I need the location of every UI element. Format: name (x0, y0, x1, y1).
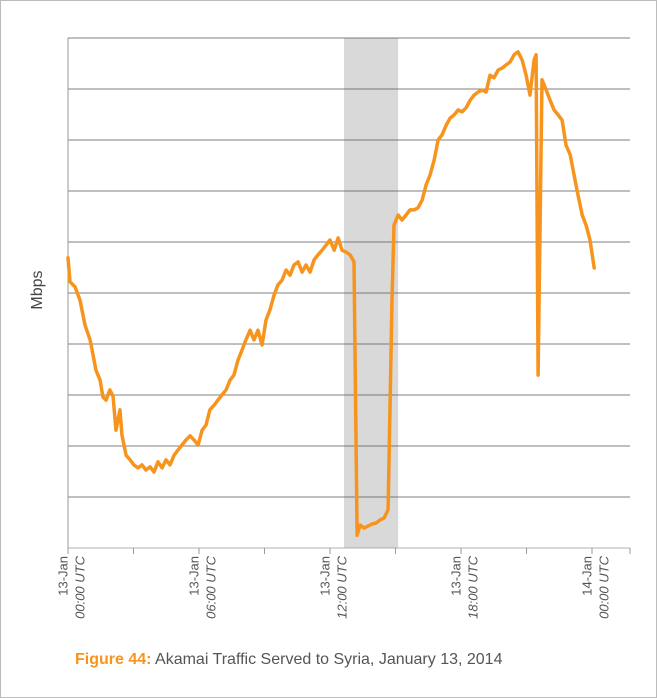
x-tick-time: 00:00 UTC (72, 555, 87, 618)
chart-title: Akamai Traffic Served to Syria, January … (155, 651, 503, 668)
x-tick-label: 13-Jan (55, 556, 70, 596)
x-tick-label: 13-Jan (186, 556, 201, 596)
x-tick-label: 13-Jan (448, 556, 463, 596)
caption: Figure 44: Akamai Traffic Served to Syri… (75, 651, 503, 668)
x-tick-time: 18:00 UTC (465, 555, 480, 618)
x-tick-time: 06:00 UTC (203, 555, 218, 618)
x-tick-label: 13-Jan (317, 556, 332, 596)
figure-label: Figure 44: (75, 651, 151, 668)
x-tick-label: 14-Jan (579, 556, 594, 596)
x-tick-time: 12:00 UTC (334, 555, 349, 618)
x-tick-time: 00:00 UTC (596, 555, 611, 618)
traffic-line (66, 50, 596, 538)
y-axis-label: Mbps (29, 270, 46, 309)
